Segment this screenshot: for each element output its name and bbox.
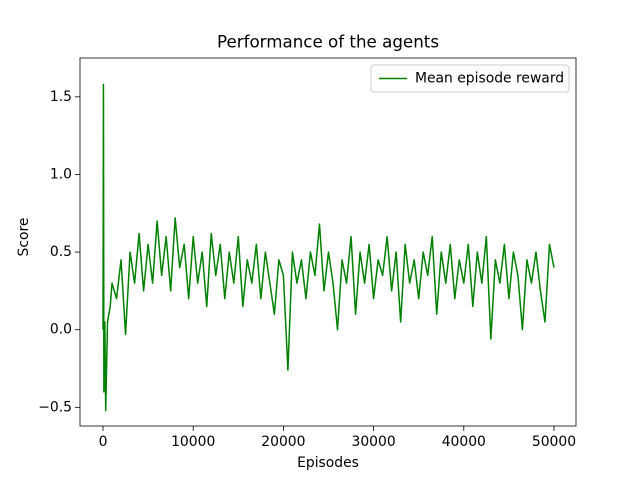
chart-title: Performance of the agents: [217, 32, 439, 52]
y-tick-label: 0.5: [50, 244, 72, 260]
x-tick-label: 0: [99, 434, 108, 450]
legend-box: [370, 64, 570, 93]
legend-label: Mean episode reward: [415, 71, 564, 87]
x-tick-label: 50000: [532, 434, 576, 450]
x-axis-label: Episodes: [297, 455, 359, 471]
y-tick-label: 0.0: [50, 322, 72, 338]
y-tick-label: −0.5: [38, 399, 72, 415]
x-tick-label: 20000: [261, 434, 305, 450]
x-tick-label: 30000: [351, 434, 395, 450]
y-tick-label: 1.5: [50, 89, 72, 105]
y-axis-label: Score: [16, 218, 32, 257]
x-tick-label: 10000: [171, 434, 215, 450]
x-tick-label: 40000: [442, 434, 486, 450]
data-line: [102, 83, 555, 412]
plot-frame: [79, 57, 577, 427]
y-tick-label: 1.0: [50, 166, 72, 182]
